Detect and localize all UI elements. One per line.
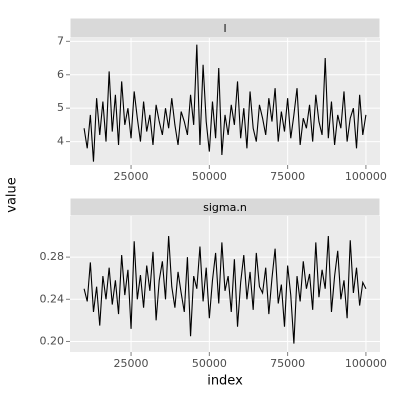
y-tick-label: 0.20 bbox=[40, 334, 65, 347]
x-tick-label: 100000 bbox=[345, 170, 387, 183]
strip-label: sigma.n bbox=[203, 201, 247, 214]
y-tick-label: 4 bbox=[57, 135, 64, 148]
panel-background bbox=[70, 38, 380, 165]
y-axis-title: value bbox=[5, 177, 20, 213]
strip-label: l bbox=[223, 22, 226, 35]
x-tick-label: 75000 bbox=[270, 170, 305, 183]
x-tick-label: 100000 bbox=[345, 357, 387, 370]
y-tick-label: 0.24 bbox=[40, 292, 65, 305]
x-axis-title: index bbox=[207, 374, 243, 389]
x-tick-label: 75000 bbox=[270, 357, 305, 370]
x-tick-label: 25000 bbox=[114, 357, 149, 370]
y-tick-label: 6 bbox=[57, 68, 64, 81]
x-tick-label: 25000 bbox=[114, 170, 149, 183]
data-line bbox=[83, 44, 367, 162]
x-tick-label: 50000 bbox=[192, 357, 227, 370]
data-line bbox=[83, 235, 367, 344]
y-tick-label: 5 bbox=[57, 101, 64, 114]
x-tick-label: 50000 bbox=[192, 170, 227, 183]
y-tick-label: 0.28 bbox=[40, 250, 65, 263]
y-tick-label: 7 bbox=[57, 34, 64, 47]
